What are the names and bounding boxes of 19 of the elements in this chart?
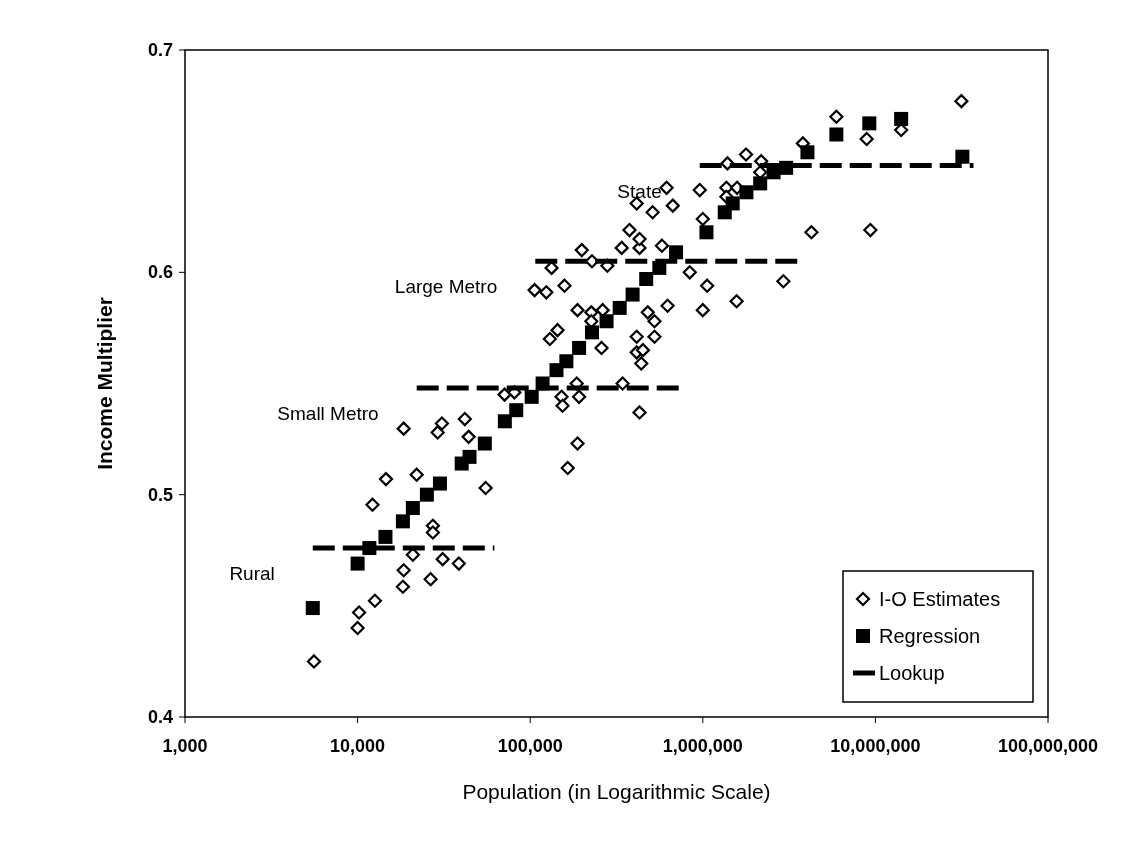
legend-label: Lookup (879, 662, 945, 684)
y-axis-title: Income Multiplier (93, 297, 116, 470)
annotation: Rural (229, 563, 275, 585)
x-tick-label: 1,000 (162, 736, 208, 756)
y-tick-label: 0.6 (147, 262, 173, 283)
annotation: Small Metro (277, 402, 379, 424)
annotation: Large Metro (394, 276, 498, 298)
legend-label: I-O Estimates (879, 588, 1001, 610)
x-axis-title: Population (in Logarithmic Scale) (462, 780, 771, 803)
legend-label: Regression (879, 625, 981, 647)
x-tick-label: 100,000,000 (997, 736, 1099, 756)
y-tick-label: 0.4 (147, 707, 173, 727)
annotation: State (617, 180, 662, 202)
x-tick-label: 10,000 (330, 736, 386, 756)
y-tick-label: 0.7 (147, 40, 173, 60)
y-tick-label: 0.5 (147, 484, 173, 505)
x-tick-label: 10,000,000 (830, 736, 921, 756)
x-tick-label: 100,000 (497, 736, 563, 756)
x-tick-label: 1,000,000 (662, 736, 743, 756)
